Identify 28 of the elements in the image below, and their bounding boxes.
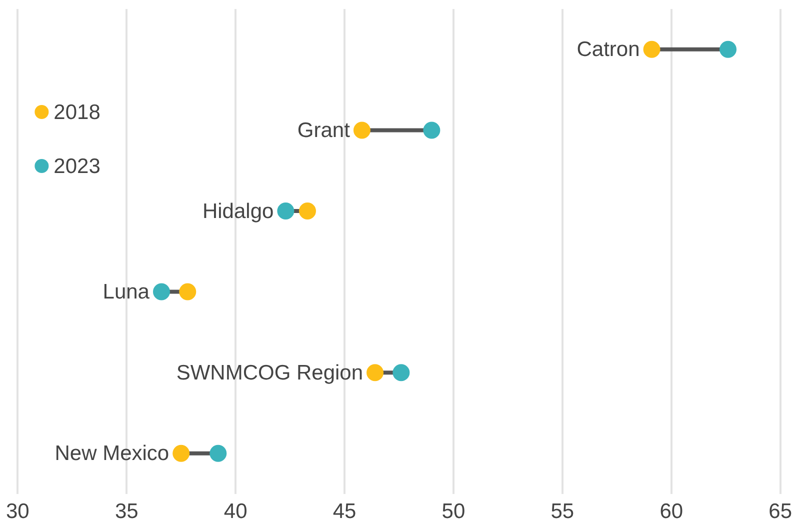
x-tick-label: 30 [6, 500, 30, 524]
point [179, 283, 196, 300]
point [210, 444, 227, 462]
point [353, 122, 370, 139]
y-tick-label: Grant [297, 118, 350, 142]
y-tick-label: Luna [102, 280, 150, 304]
y-tick-label: SWNMCOG Region [176, 361, 364, 384]
legend-label: 2023 [54, 154, 100, 178]
y-tick-label: Catron [576, 38, 640, 62]
point [172, 444, 190, 462]
point [643, 40, 660, 58]
point [298, 202, 316, 220]
y-tick-label: Hidalgo [202, 200, 274, 223]
legend-label: 2018 [54, 100, 100, 124]
y-tick-label: New Mexico [54, 442, 170, 466]
point [277, 202, 294, 220]
x-tick-label: 55 [550, 500, 574, 524]
x-tick-label: 35 [114, 500, 138, 524]
x-tick-label: 40 [224, 500, 248, 524]
point [720, 40, 737, 58]
x-tick-label: 65 [768, 500, 792, 524]
x-tick-label: 60 [660, 500, 684, 524]
point [423, 122, 440, 139]
point [152, 283, 170, 300]
point [366, 364, 384, 382]
x-tick-label: 45 [332, 500, 356, 524]
x-tick-label: 50 [442, 500, 466, 524]
point [392, 364, 410, 382]
